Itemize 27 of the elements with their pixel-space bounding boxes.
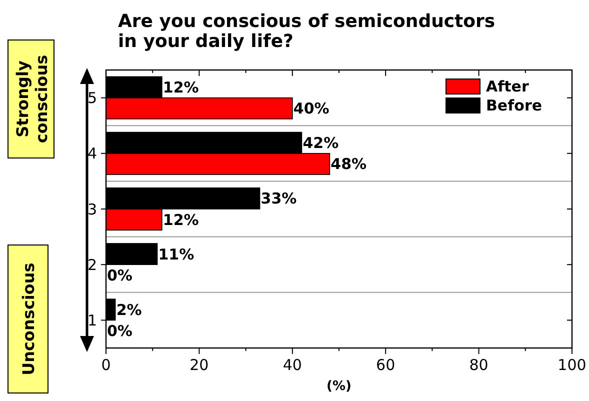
y-tick-label: 1: [87, 311, 97, 330]
legend-label: After: [486, 77, 530, 96]
data-label: 42%: [302, 134, 339, 152]
x-tick-label: 0: [101, 356, 111, 374]
x-tick-label: 40: [282, 356, 302, 374]
x-tick-label: 60: [376, 356, 396, 374]
data-label: 2%: [116, 300, 142, 319]
text: Strongly conscious: [13, 54, 51, 144]
legend-label: Before: [486, 96, 542, 114]
data-label: 0%: [107, 322, 132, 340]
data-label: 12%: [162, 210, 199, 229]
data-label: 48%: [330, 155, 367, 174]
data-label: 0%: [107, 266, 132, 284]
x-axis-title: (%): [326, 379, 352, 394]
y-tick-label: 3: [87, 200, 97, 218]
data-label: 33%: [260, 190, 297, 208]
x-tick-label: 80: [469, 356, 488, 374]
x-tick-label: 100: [558, 356, 586, 374]
data-label: 40%: [293, 100, 330, 118]
text: Unconscious: [19, 262, 38, 376]
x-tick-label: 20: [190, 356, 209, 374]
y-tick-label: 5: [87, 89, 97, 108]
chart-title: Are you conscious of semiconductors in your daily life?: [118, 11, 496, 52]
y-tick-label: 4: [87, 144, 97, 163]
data-label: 11%: [158, 245, 194, 264]
data-label: 12%: [162, 78, 199, 96]
y-tick-label: 2: [87, 256, 97, 274]
